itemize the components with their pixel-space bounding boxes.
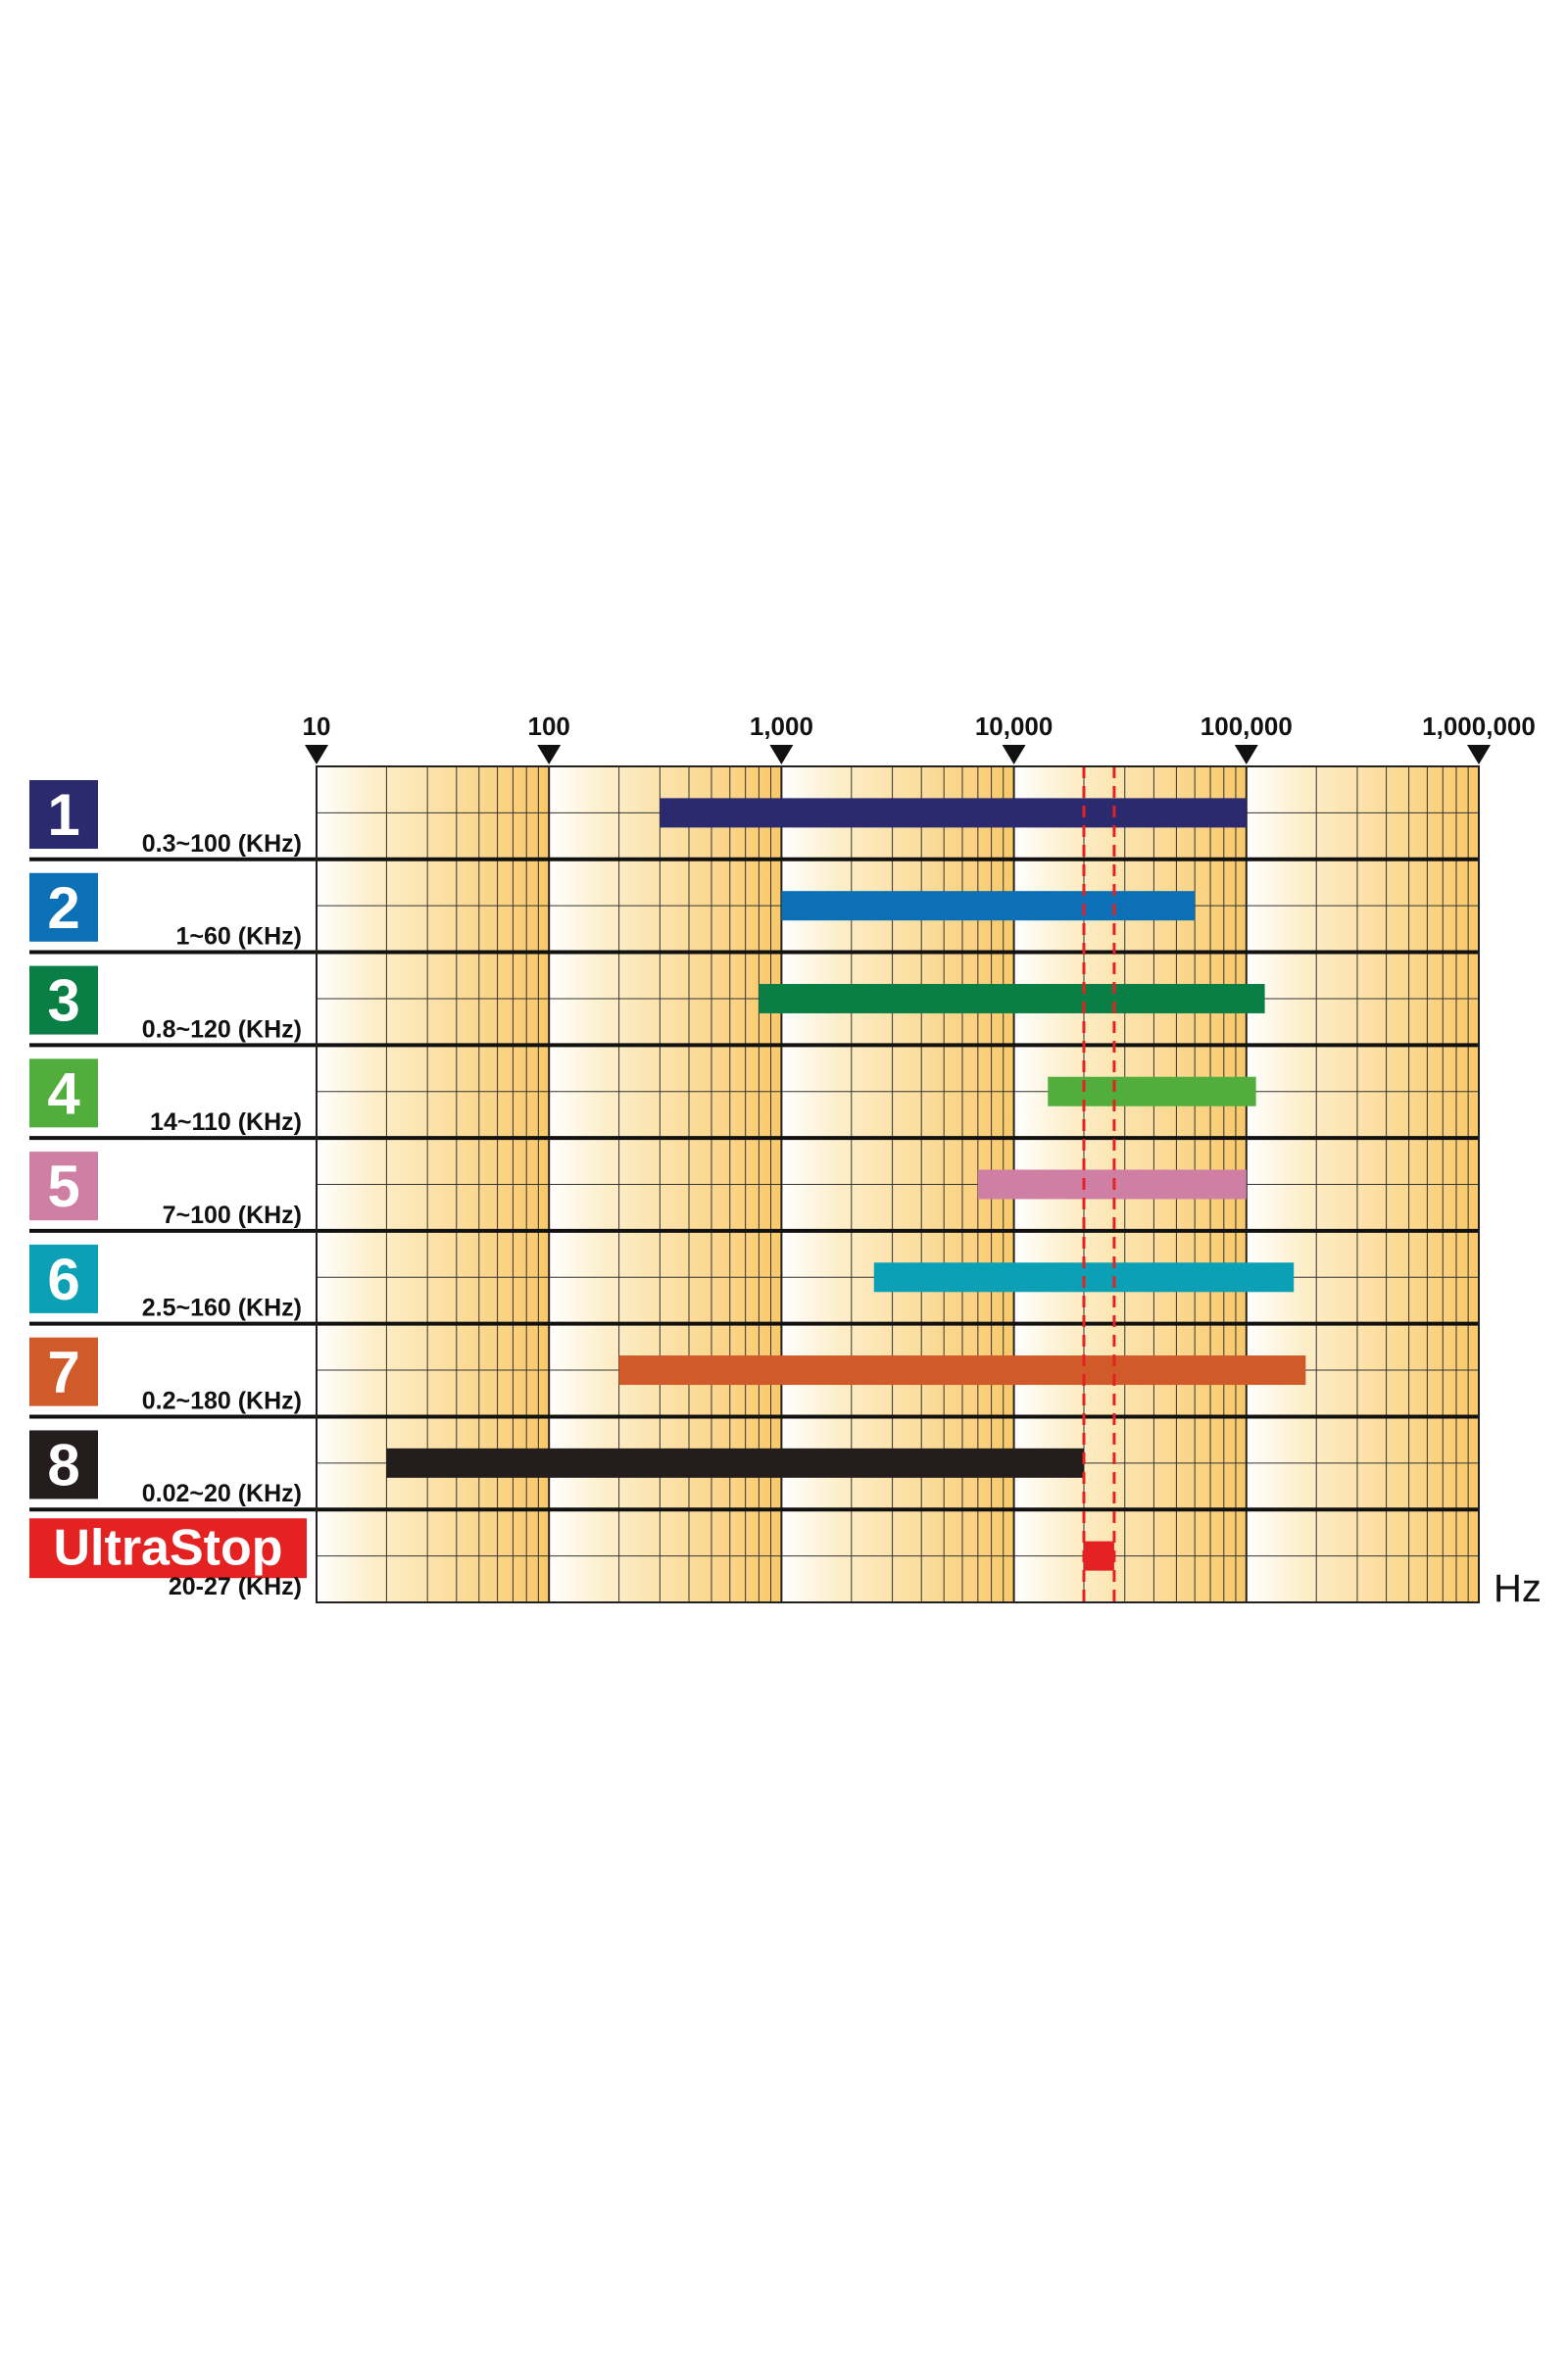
legend-label: 5 (47, 1154, 79, 1219)
x-tick-label: 100 (528, 712, 570, 741)
row-badge (29, 1058, 98, 1128)
range-label: 0.02~20 (KHz) (142, 1480, 302, 1507)
row-badge (29, 780, 98, 849)
range-bar (1048, 1076, 1256, 1106)
range-bar (660, 798, 1247, 828)
plot-frame (316, 765, 1480, 1603)
range-bar (1084, 1541, 1114, 1571)
row-badge (29, 1337, 98, 1406)
legend-label: 4 (47, 1060, 80, 1126)
legend-label: UltraStop (54, 1520, 283, 1577)
x-axis-label: Hz (1494, 1567, 1542, 1610)
tick-marker (1002, 745, 1026, 764)
x-tick-label: 1,000 (750, 712, 813, 741)
range-bar (759, 983, 1265, 1013)
legend-label: 1 (47, 782, 79, 848)
row-badge (29, 1244, 98, 1313)
range-label: 0.3~100 (KHz) (142, 830, 302, 858)
x-tick-label: 10 (303, 712, 331, 741)
range-label: 0.2~180 (KHz) (142, 1387, 302, 1414)
legend-label: 6 (47, 1247, 79, 1312)
x-tick-label: 10,000 (975, 712, 1054, 741)
tick-marker (769, 745, 794, 764)
tick-marker (305, 745, 328, 764)
row-badge (29, 872, 98, 942)
tick-marker (537, 745, 562, 764)
legend-label: 8 (47, 1432, 79, 1498)
row-badge (29, 1152, 98, 1221)
range-label: 20-27 (KHz) (169, 1573, 302, 1600)
range-label: 2.5~160 (KHz) (142, 1295, 302, 1322)
tick-marker (1467, 745, 1491, 764)
range-label: 14~110 (KHz) (150, 1108, 302, 1136)
range-bar (781, 891, 1196, 921)
range-bar (977, 1169, 1247, 1200)
legend-label: 2 (47, 875, 79, 941)
x-tick-label: 1,000,000 (1422, 712, 1536, 741)
x-tick-label: 100,000 (1200, 712, 1293, 741)
range-bar (386, 1448, 1085, 1478)
legend-label: 3 (47, 968, 79, 1034)
range-label: 7~100 (KHz) (163, 1202, 302, 1229)
row-badge (29, 1518, 307, 1579)
row-badge (29, 965, 98, 1035)
range-label: 1~60 (KHz) (175, 923, 302, 951)
tick-marker (1234, 745, 1258, 764)
legend-label: 7 (47, 1340, 79, 1405)
range-bar (618, 1355, 1306, 1386)
range-label: 0.8~120 (KHz) (142, 1015, 302, 1043)
row-badge (29, 1430, 98, 1499)
